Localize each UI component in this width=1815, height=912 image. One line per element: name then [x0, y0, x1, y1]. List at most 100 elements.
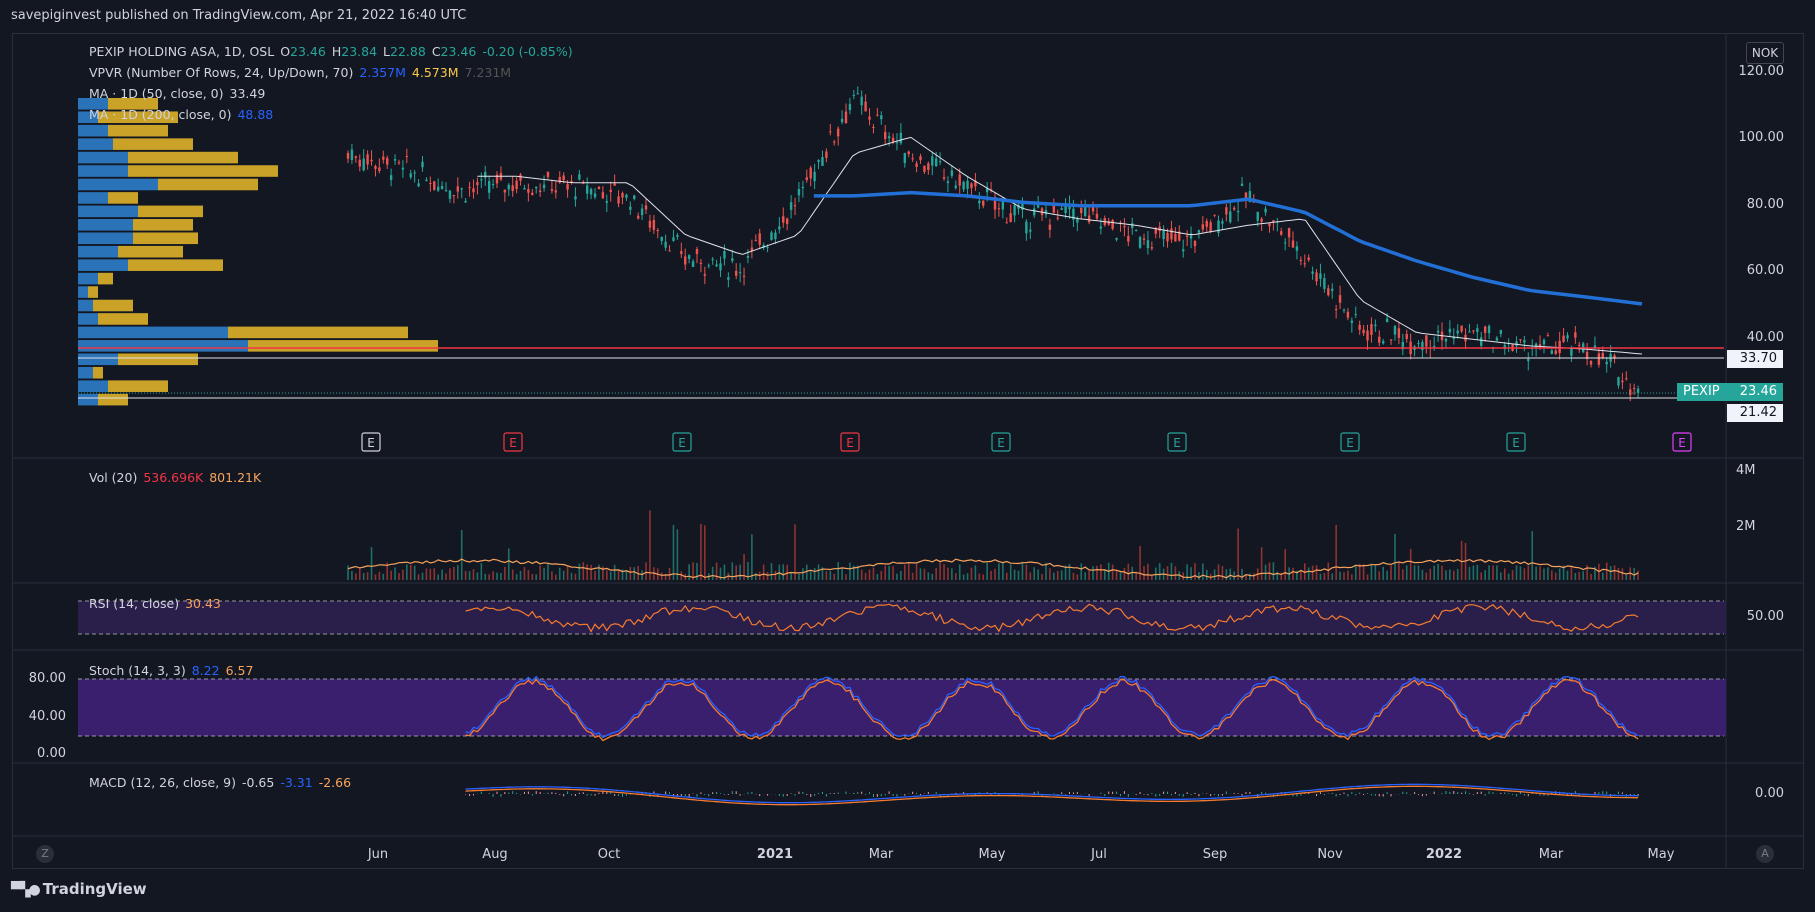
candle-body	[656, 229, 659, 232]
volume-bar	[1315, 565, 1318, 580]
candle-body	[593, 193, 597, 198]
vpvr-down-bar	[228, 326, 408, 339]
candle-body	[550, 189, 554, 191]
candle-body	[742, 275, 746, 277]
earnings-marker-box	[991, 432, 1011, 452]
macd-signal-line	[465, 785, 1639, 806]
candle-body	[597, 186, 601, 190]
candle-body	[735, 270, 738, 276]
candle-body	[840, 118, 844, 123]
candle-body	[1503, 345, 1506, 350]
symbol-legend: PEXIP HOLDING ASA, 1D, OSL O23.46 H23.84 L2…	[89, 44, 573, 59]
earnings-marker-box	[1506, 432, 1526, 452]
candle-body	[636, 215, 640, 219]
volume-bar	[1174, 566, 1177, 580]
candle-body	[1393, 325, 1397, 335]
volume-bar	[609, 571, 612, 580]
volume-bar	[394, 567, 396, 580]
rsi-band	[78, 601, 1726, 634]
candle-body	[974, 180, 977, 187]
volume-bar	[931, 573, 934, 580]
volume-bar	[1049, 568, 1051, 580]
price-tick: 100.00	[1738, 130, 1785, 145]
candle-body	[1456, 330, 1459, 334]
candle-body	[997, 208, 1001, 210]
candle-body	[1621, 380, 1624, 383]
candle-body	[1260, 218, 1263, 222]
volume-bar	[1092, 566, 1094, 580]
volume-bar	[1229, 568, 1232, 580]
volume-bar	[1574, 572, 1577, 580]
volume-bar	[1135, 571, 1137, 580]
candle-body	[1072, 208, 1075, 220]
candle-body	[487, 180, 491, 193]
candle-body	[934, 158, 938, 167]
volume-bar	[543, 567, 545, 580]
volume-bar	[927, 572, 930, 580]
price-tick: 60.00	[1746, 263, 1784, 278]
candle-body	[495, 174, 499, 184]
candle-body	[915, 163, 918, 167]
candle-body	[433, 181, 436, 190]
volume-bar	[351, 571, 353, 580]
last-price-badge: PEXIP 23.46	[1677, 383, 1783, 401]
vpvr-down-bar	[98, 393, 128, 406]
time-tick: Jul	[1091, 847, 1107, 862]
earnings-marker: E	[503, 432, 523, 452]
earnings-marker: E	[1167, 432, 1187, 452]
volume-bar	[1433, 565, 1435, 580]
volume-bar	[1468, 566, 1471, 580]
candle-body	[868, 116, 871, 120]
candle-body	[1515, 341, 1518, 346]
vpvr-down-bar	[98, 313, 148, 325]
volume-bar	[527, 569, 530, 580]
candle-body	[774, 232, 777, 240]
ma200-line	[813, 190, 1643, 306]
vpvr-up-bar	[78, 165, 128, 177]
volume-bar	[531, 574, 534, 580]
volume-bar	[1405, 565, 1408, 580]
candle-body	[574, 196, 577, 200]
price-tick: 80.00	[1746, 197, 1784, 212]
volume-bar	[915, 563, 918, 580]
candle-body	[1362, 329, 1365, 334]
volume-bar	[586, 564, 588, 580]
vpvr-up-bar	[78, 124, 108, 137]
vpvr-down-bar	[108, 98, 158, 110]
candle-body	[1295, 246, 1299, 251]
zoom-reset-button[interactable]: Z	[36, 845, 54, 863]
candle-body	[864, 101, 867, 112]
candle-body	[1201, 224, 1205, 230]
vol-tick: 4M	[1736, 463, 1756, 478]
earnings-marker: E	[991, 432, 1011, 452]
volume-bar	[743, 554, 745, 580]
volume-bar	[735, 565, 737, 580]
candle-body	[1076, 219, 1079, 223]
volume-bar	[1186, 564, 1188, 580]
candle-body	[350, 149, 354, 161]
candle-body	[687, 255, 691, 259]
candle-body	[1221, 221, 1224, 224]
stoch-tick: 0.00	[37, 746, 66, 761]
vol-tick: 2M	[1736, 519, 1756, 534]
candle-body	[621, 192, 624, 198]
candle-body	[1597, 353, 1601, 365]
candle-body	[644, 205, 648, 210]
candle-body	[1468, 331, 1471, 333]
volume-bar	[1021, 562, 1024, 580]
candle-body	[358, 159, 361, 167]
candle-body	[1476, 328, 1479, 333]
volume-bar	[1268, 562, 1271, 580]
currency-button[interactable]: NOK	[1746, 42, 1784, 64]
candle-body	[1417, 343, 1420, 345]
volume-bar	[904, 564, 906, 580]
candle-body	[982, 200, 985, 206]
volume-bar	[1511, 570, 1514, 580]
volume-bar	[613, 564, 616, 580]
auto-scale-button[interactable]: A	[1756, 845, 1774, 863]
volume-bar	[1590, 573, 1592, 580]
volume-bar	[1421, 569, 1424, 580]
volume-bar	[637, 565, 639, 580]
candle-body	[770, 232, 773, 241]
